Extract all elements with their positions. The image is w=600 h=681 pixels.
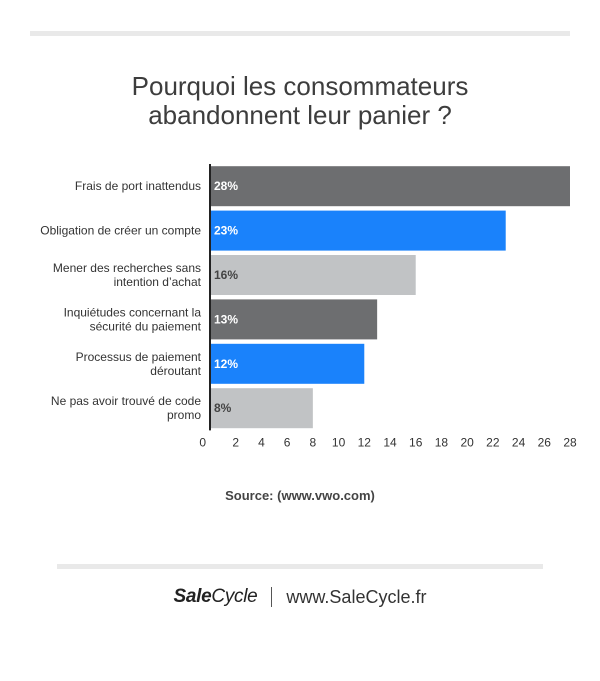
footer-website[interactable]: www.SaleCycle.fr	[286, 586, 427, 607]
source-note: Source: (www.vwo.com)	[225, 488, 375, 503]
x-tick-label-26: 26	[538, 435, 552, 449]
chart-title-line-2: abandonnent leur panier ?	[148, 100, 452, 130]
data-label-6: 8%	[214, 401, 232, 415]
x-tick-label-2: 2	[232, 435, 239, 449]
x-tick-label-22: 22	[486, 435, 500, 449]
top-divider	[30, 31, 570, 36]
bar-6	[210, 388, 313, 429]
chart-title-line-1: Pourquoi les consommateurs	[131, 71, 469, 101]
bar-2	[210, 210, 506, 251]
bar-4	[210, 299, 378, 340]
category-label-1: Frais de port inattendus	[75, 179, 201, 193]
data-label-1: 28%	[214, 179, 238, 193]
data-label-4: 13%	[214, 312, 238, 326]
x-tick-label-20: 20	[460, 435, 474, 449]
data-label-3: 16%	[214, 268, 238, 282]
x-tick-label-24: 24	[512, 435, 526, 449]
x-tick-label-28: 28	[563, 435, 577, 449]
data-label-2: 23%	[214, 224, 238, 238]
bottom-divider	[57, 564, 543, 569]
footer-separator	[271, 587, 273, 607]
footer: SaleCycle www.SaleCycle.fr	[0, 584, 600, 610]
bar-3	[210, 255, 416, 295]
x-tick-label-6: 6	[284, 435, 291, 449]
category-label-3: Mener des recherches sans intention d’ach…	[53, 261, 202, 289]
x-tick-label-4: 4	[258, 435, 265, 449]
salecycle-logo: SaleCycle	[173, 586, 258, 607]
x-tick-label-8: 8	[310, 435, 317, 449]
x-tick-label-14: 14	[383, 435, 397, 449]
data-label-5: 12%	[214, 357, 238, 371]
x-tick-label-0: 0	[199, 435, 206, 449]
bar-1	[210, 166, 570, 207]
x-tick-label-12: 12	[358, 435, 372, 449]
x-tick-label-16: 16	[409, 435, 423, 449]
category-label-5: Processus de paiement déroutant	[76, 350, 202, 378]
x-tick-label-18: 18	[435, 435, 449, 449]
chart-title: Pourquoi les consommateurs abandonnent l…	[0, 72, 600, 130]
bar-5	[210, 343, 365, 384]
category-label-6: Ne pas avoir trouvé de code promo	[51, 394, 201, 422]
x-tick-label-10: 10	[332, 435, 346, 449]
category-label-4: Inquiétudes concernant la sécurité du pai…	[64, 305, 202, 333]
category-label-2: Obligation de créer un compte	[40, 224, 201, 238]
bar-chart: 28%Frais de port inattendus23%Obligation…	[40, 164, 577, 449]
